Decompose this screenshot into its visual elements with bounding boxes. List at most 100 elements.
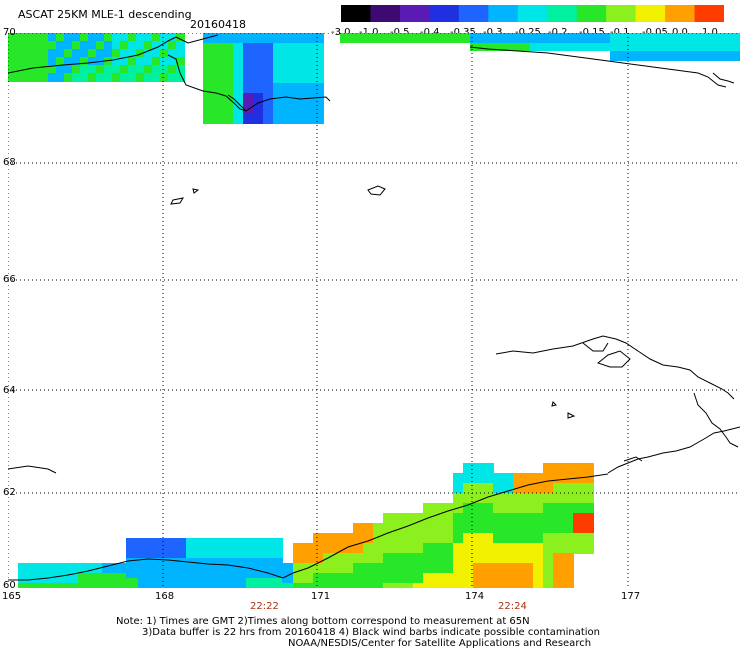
wind-cell xyxy=(453,473,464,484)
wind-cell xyxy=(570,33,581,43)
wind-cell xyxy=(174,538,187,549)
wind-cell xyxy=(543,553,554,564)
wind-cell xyxy=(210,538,223,549)
wind-cell xyxy=(233,83,244,94)
wind-cell xyxy=(120,57,129,66)
coastline-barrow-area xyxy=(712,72,735,84)
wind-cell xyxy=(253,43,264,54)
wind-cell xyxy=(403,553,414,564)
wind-cell xyxy=(660,51,671,61)
wind-cell xyxy=(533,523,544,534)
wind-cell xyxy=(243,63,254,74)
wind-cell xyxy=(303,103,314,114)
wind-cell xyxy=(580,33,591,43)
wind-cell xyxy=(390,33,401,43)
wind-cell xyxy=(80,57,89,66)
wind-cell xyxy=(72,41,81,50)
wind-cell xyxy=(480,43,491,51)
wind-cell xyxy=(373,563,384,574)
wind-cell xyxy=(533,473,544,484)
wind-cell xyxy=(258,568,271,579)
wind-cell xyxy=(24,73,33,82)
wind-cell xyxy=(583,483,594,494)
wind-cell xyxy=(563,553,574,564)
wind-cell xyxy=(393,533,404,544)
wind-cell xyxy=(513,523,524,534)
wind-cell xyxy=(423,523,434,534)
wind-cell xyxy=(533,483,544,494)
wind-cell xyxy=(520,43,531,51)
wind-cell xyxy=(168,57,177,66)
coastline-sw-alaska xyxy=(607,426,740,474)
wind-cell xyxy=(323,533,334,544)
wind-cell xyxy=(523,543,534,554)
wind-cell xyxy=(353,533,364,544)
coastline-west-alaska xyxy=(693,392,739,448)
wind-cell xyxy=(563,573,574,584)
wind-cell xyxy=(282,583,295,588)
wind-cell xyxy=(473,543,484,554)
wind-cell xyxy=(473,473,484,484)
wind-cell xyxy=(660,33,671,43)
wind-cell xyxy=(363,533,374,544)
wind-cell xyxy=(343,583,354,588)
wind-cell xyxy=(493,523,504,534)
wind-cell xyxy=(340,33,351,43)
wind-cell xyxy=(78,583,91,588)
colorbar-swatch xyxy=(576,5,607,22)
wind-cell xyxy=(64,65,73,74)
wind-cell xyxy=(40,65,49,74)
wind-cell xyxy=(513,533,524,544)
coastline-se-bit xyxy=(623,456,643,462)
wind-cell xyxy=(503,483,514,494)
wind-cell xyxy=(563,523,574,534)
wind-cell xyxy=(273,93,284,104)
wind-cell xyxy=(128,41,137,50)
wind-cell xyxy=(543,463,554,474)
wind-cell xyxy=(88,73,97,82)
wind-cell xyxy=(530,43,541,51)
wind-cell xyxy=(162,558,175,569)
wind-cell xyxy=(283,93,294,104)
wind-cell xyxy=(730,51,740,61)
wind-cell xyxy=(700,51,711,61)
wind-cell xyxy=(463,573,474,584)
wind-cell xyxy=(203,63,214,74)
wind-cell xyxy=(270,568,283,579)
wind-cell xyxy=(168,41,177,50)
wind-cell xyxy=(553,563,564,574)
wind-cell xyxy=(353,553,364,564)
wind-cell xyxy=(503,533,514,544)
wind-cell xyxy=(533,533,544,544)
wind-cell xyxy=(483,543,494,554)
wind-cell xyxy=(78,573,91,584)
wind-cell xyxy=(234,538,247,549)
wind-cell xyxy=(640,51,651,61)
wind-cell xyxy=(263,103,274,114)
wind-cell xyxy=(523,513,534,524)
colorbar-label: -0.1 xyxy=(610,27,630,38)
wind-cell xyxy=(573,473,584,484)
wind-cell xyxy=(273,33,284,44)
wind-cell xyxy=(90,583,103,588)
wind-cell xyxy=(150,548,163,559)
wind-cell xyxy=(540,43,551,51)
wind-cell xyxy=(16,73,25,82)
wind-cell xyxy=(343,543,354,554)
wind-cell xyxy=(96,65,105,74)
wind-cell xyxy=(443,583,454,588)
wind-cell xyxy=(283,73,294,84)
wind-cell xyxy=(493,533,504,544)
wind-cell xyxy=(493,543,504,554)
wind-cell xyxy=(353,523,364,534)
colorbar-swatch xyxy=(606,5,637,22)
wind-cell xyxy=(383,543,394,554)
wind-cell xyxy=(303,573,314,584)
wind-cell xyxy=(540,33,551,43)
wind-cell xyxy=(120,33,129,42)
wind-cell xyxy=(174,558,187,569)
wind-cell xyxy=(126,568,139,579)
wind-cell xyxy=(102,563,115,574)
wind-cell xyxy=(433,583,444,588)
wind-cell xyxy=(533,563,544,574)
